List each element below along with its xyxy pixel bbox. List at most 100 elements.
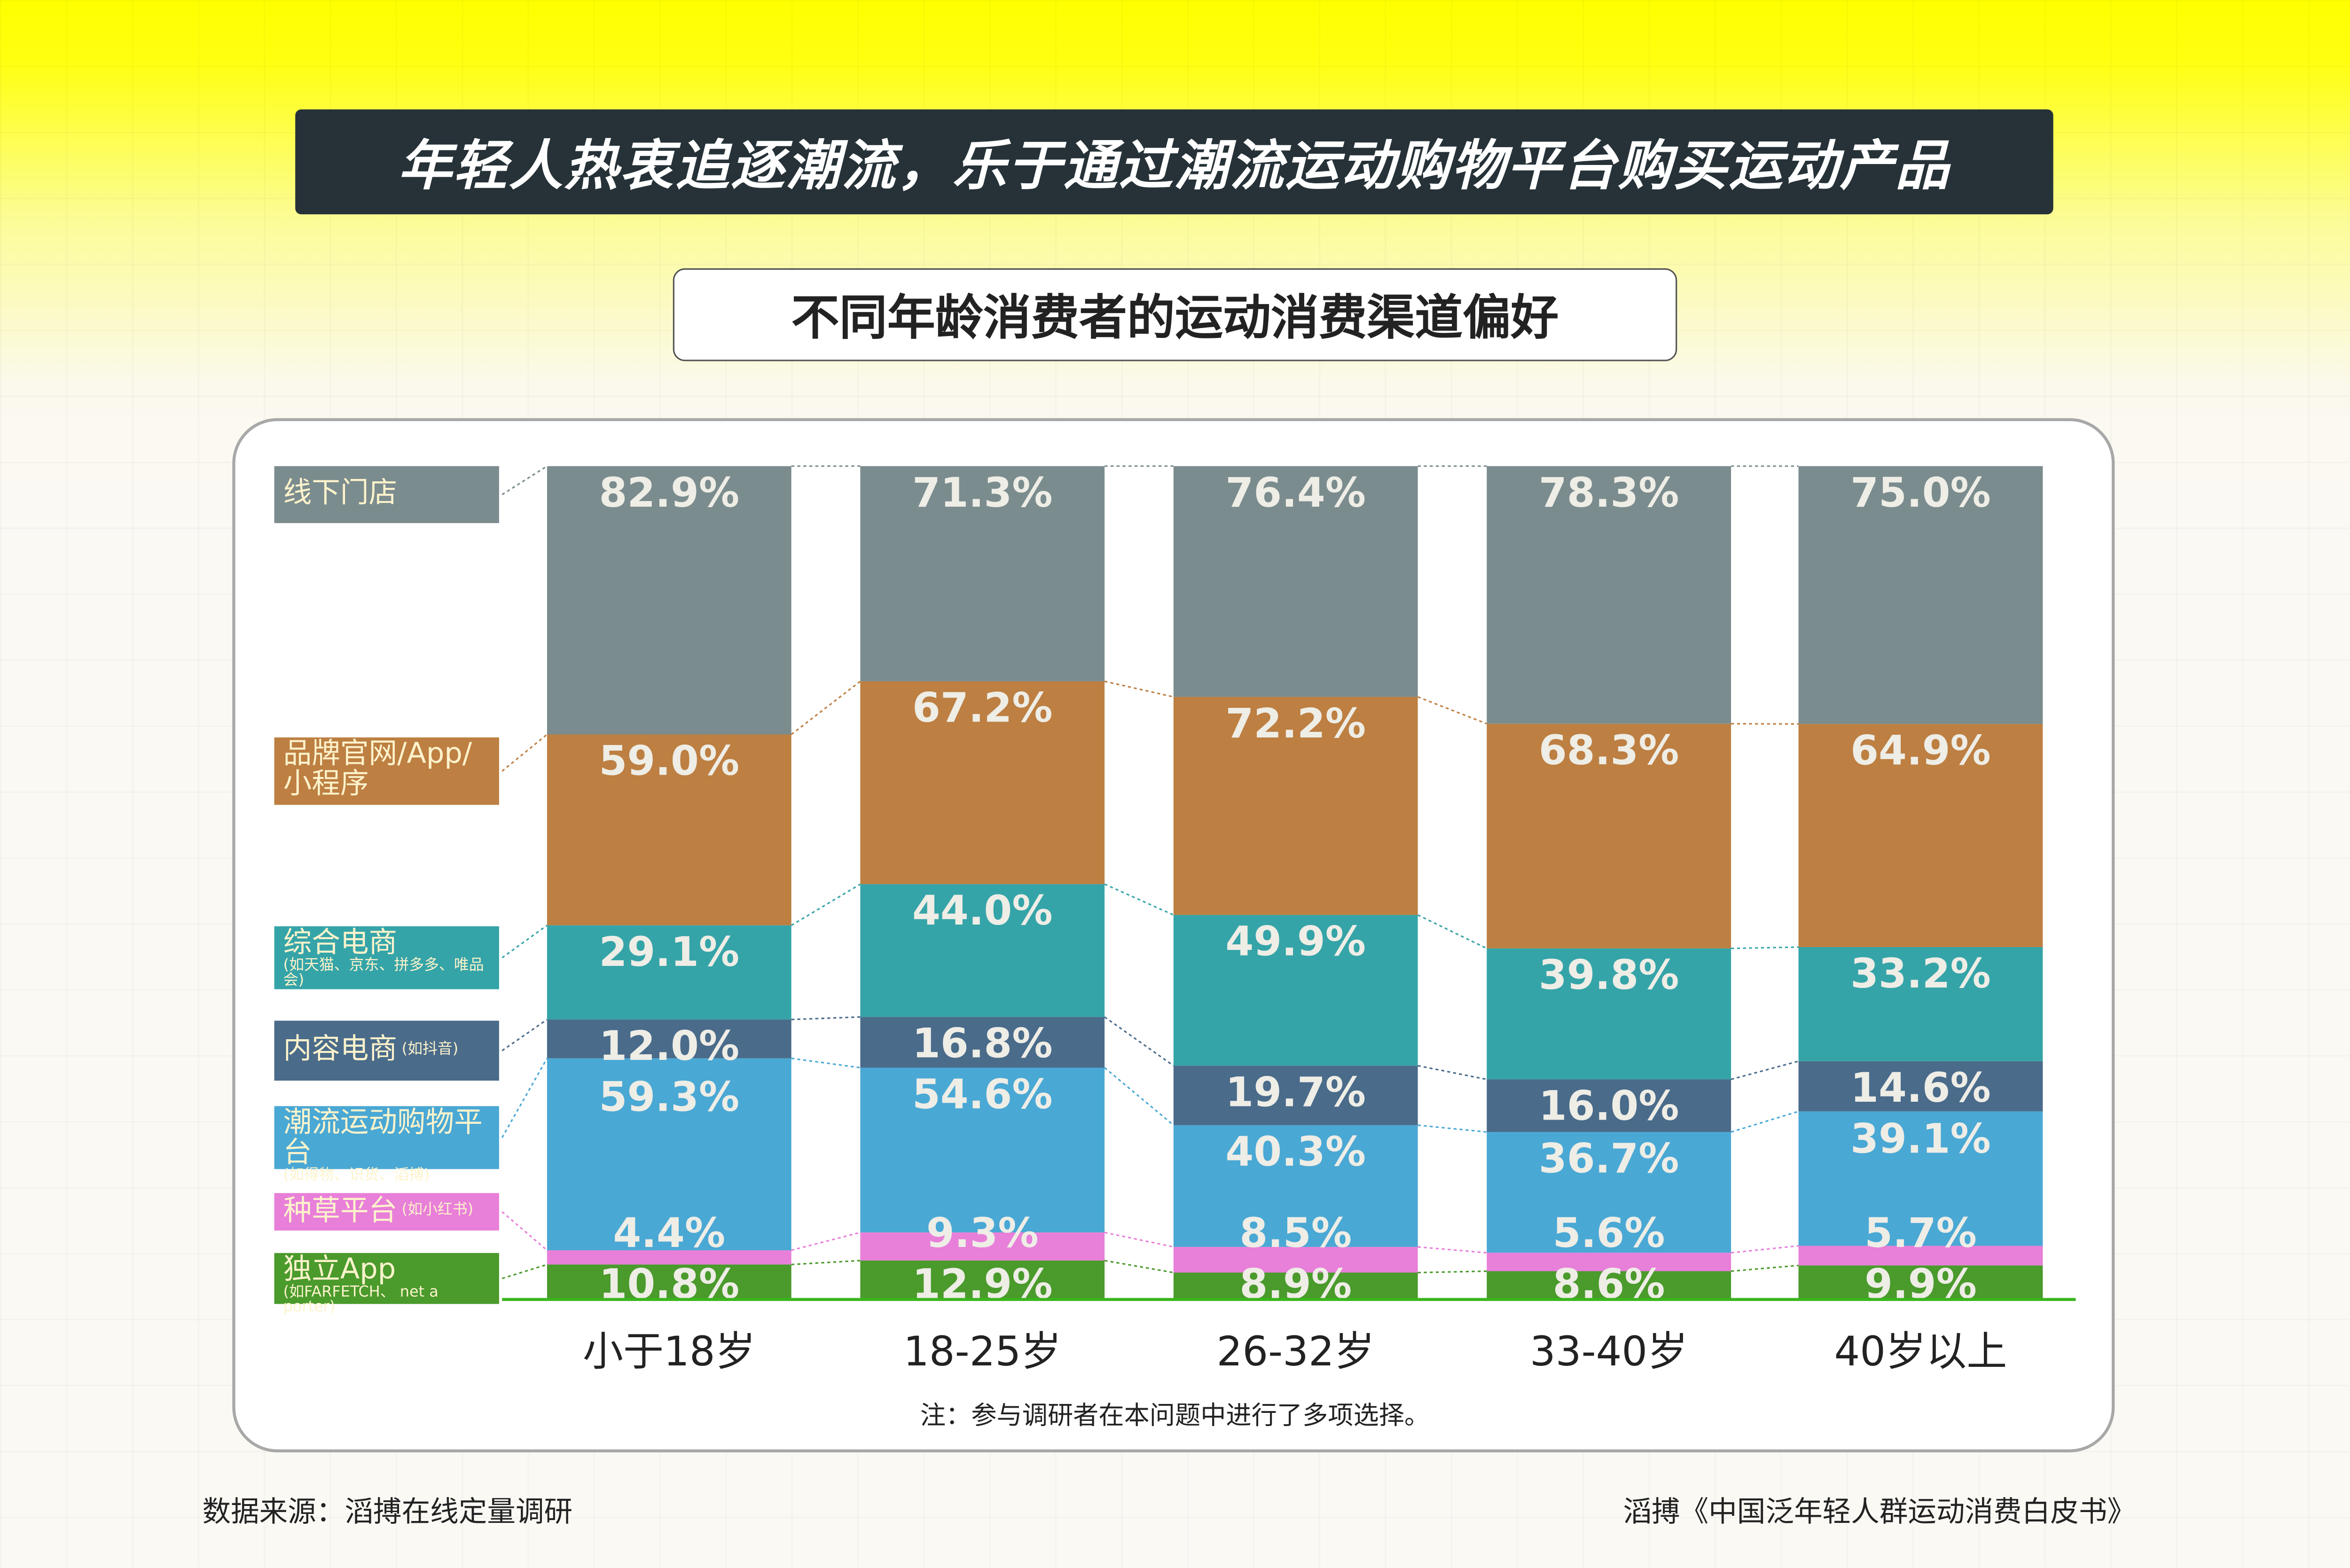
bar-segment	[547, 1264, 791, 1300]
connector-line	[1418, 1065, 1487, 1080]
data-label: 40.3%	[1225, 1129, 1366, 1176]
data-label: 49.9%	[1225, 918, 1366, 965]
data-label: 59.0%	[599, 738, 739, 785]
connector-line	[1104, 883, 1174, 916]
legend-label: 线下门店	[283, 477, 398, 510]
legend-label: 独立App	[283, 1253, 396, 1286]
connector-line	[1731, 1264, 1799, 1272]
legend-item: 线下门店	[274, 466, 499, 523]
connector-line	[1731, 1245, 1799, 1254]
bar-segment	[1487, 466, 1731, 724]
connector-line	[1104, 681, 1174, 698]
connector-line	[1418, 1270, 1487, 1274]
bar-segment	[1173, 466, 1418, 697]
data-label: 19.7%	[1225, 1069, 1366, 1116]
connector-line	[791, 1231, 861, 1251]
chart-title: 不同年龄消费者的运动消费渠道偏好	[673, 268, 1677, 361]
connector-line	[791, 681, 861, 735]
bar-segment	[547, 466, 791, 735]
bar-segment	[860, 1232, 1105, 1261]
data-label: 54.6%	[912, 1071, 1053, 1118]
legend-item: 内容电商 (如抖音)	[274, 1020, 499, 1081]
data-label: 64.9%	[1850, 727, 1991, 774]
legend-connector	[501, 1058, 548, 1138]
bar-segment	[547, 925, 791, 1020]
x-tick-label: 40岁以上	[1834, 1329, 2007, 1376]
connector-line	[1104, 1260, 1174, 1274]
data-label: 71.3%	[912, 470, 1053, 517]
data-label: 44.0%	[912, 887, 1053, 934]
bar-segment	[1173, 1247, 1418, 1273]
connector-line	[1418, 696, 1487, 725]
bar-segment	[1173, 1272, 1418, 1300]
legend-connector	[501, 925, 548, 958]
connector-line	[1418, 1124, 1487, 1133]
legend-item: 潮流运动购物平台 (如得物、识货、滔搏)	[274, 1106, 499, 1183]
legend-note: (如得物、识货、滔搏)	[283, 1167, 430, 1184]
connector-line	[1417, 914, 1487, 949]
legend-label: 综合电商	[283, 926, 398, 959]
legend-item: 综合电商 (如天猫、京东、拼多多、唯品会)	[274, 926, 499, 989]
bar-segment	[1487, 948, 1731, 1080]
x-tick-label: 33-40岁	[1530, 1329, 1688, 1376]
legend-label: 品牌官网/App/小程序	[283, 737, 472, 800]
bar-segment	[860, 1260, 1105, 1300]
chart-note: 注：参与调研者在本问题中进行了多项选择。	[920, 1401, 1430, 1432]
bar-segment	[1487, 1132, 1731, 1253]
x-tick-label: 18-25岁	[903, 1329, 1062, 1376]
bar-segment	[1173, 915, 1418, 1066]
data-label: 59.3%	[599, 1074, 739, 1121]
legend-item: 种草平台 (如小红书)	[274, 1193, 499, 1231]
connector-line	[1731, 1060, 1799, 1080]
legend-label: 内容电商	[283, 1033, 398, 1066]
legend-connector	[501, 1211, 548, 1251]
bar-segment	[1487, 723, 1731, 949]
legend-connector	[501, 1019, 548, 1051]
bar-segment	[1487, 1253, 1731, 1271]
bar-segment	[860, 1067, 1105, 1233]
legend-label: 种草平台	[283, 1193, 398, 1227]
bar-segment	[1487, 1271, 1731, 1300]
data-label: 36.7%	[1539, 1136, 1679, 1183]
bar-segment	[1798, 1061, 2043, 1112]
data-label: 14.6%	[1850, 1065, 1991, 1112]
data-label: 78.3%	[1539, 470, 1679, 517]
data-label: 9.3%	[926, 1210, 1039, 1257]
data-label: 39.1%	[1850, 1115, 1991, 1162]
bar-segment	[1173, 697, 1418, 915]
page-title: 年轻人热衷追逐潮流，乐于通过潮流运动购物平台购买运动产品	[295, 109, 2053, 214]
connector-line	[791, 1260, 861, 1265]
report-name: 滔搏《中国泛年轻人群运动消费白皮书》	[1623, 1496, 2136, 1529]
legend-note: (如抖音)	[401, 1041, 459, 1058]
connector-line	[791, 1016, 861, 1020]
bar-segment	[1798, 1111, 2043, 1246]
bar-segment	[547, 1019, 791, 1058]
bar-segment	[547, 1058, 791, 1251]
data-label: 29.1%	[599, 929, 739, 976]
connector-line	[1104, 1016, 1174, 1066]
data-label: 4.4%	[613, 1210, 725, 1257]
bar-segment	[1798, 724, 2043, 947]
connector-line	[791, 1058, 861, 1069]
data-source: 数据来源：滔搏在线定量调研	[202, 1496, 573, 1529]
data-label: 16.8%	[912, 1020, 1053, 1067]
data-label: 5.7%	[1864, 1210, 1977, 1257]
data-label: 76.4%	[1225, 470, 1366, 517]
legend-note: (如小红书)	[401, 1202, 474, 1219]
data-label: 72.2%	[1225, 700, 1366, 747]
bar-segment	[860, 884, 1105, 1017]
legend-connector	[501, 465, 548, 495]
legend-connector	[501, 734, 548, 772]
bar-segment	[860, 466, 1105, 682]
bar-segment	[1798, 947, 2043, 1061]
bar-segment	[860, 1017, 1105, 1068]
data-label: 75.0%	[1850, 470, 1991, 517]
connector-line	[1104, 1231, 1174, 1248]
data-label: 39.8%	[1539, 952, 1679, 999]
bar-segment	[1798, 1265, 2043, 1300]
bar-segment	[1487, 1079, 1731, 1132]
bar-segment	[547, 1250, 791, 1265]
legend-connector	[501, 1263, 548, 1279]
connector-line	[1104, 1067, 1174, 1126]
